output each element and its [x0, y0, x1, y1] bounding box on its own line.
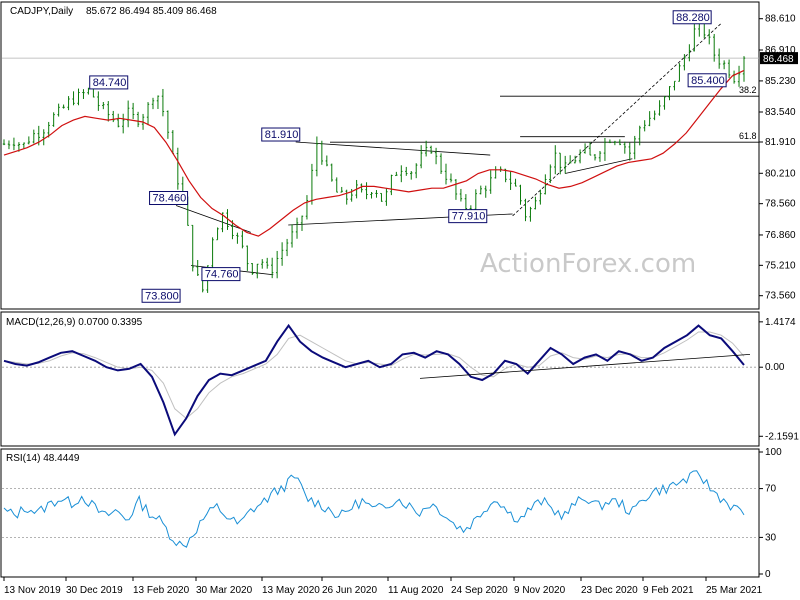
rsi-y-tick-label: 70	[765, 484, 777, 495]
annotation-box	[687, 73, 727, 88]
annotation-label: 78.460	[153, 193, 187, 205]
price-y-tick-label: 83.540	[765, 107, 796, 118]
price-title: CADJPY,Daily	[10, 6, 73, 17]
triangle-upper-line	[295, 141, 491, 156]
price-y-tick-label: 75.210	[765, 260, 796, 271]
price-panel-frame	[0, 1, 760, 310]
x-tick-label: 26 Jun 2020	[322, 585, 377, 596]
annotation-box	[261, 127, 301, 142]
x-tick-label: 13 Nov 2019	[4, 585, 61, 596]
macd-title: MACD(12,26,9) 0.0700 0.3395	[6, 317, 143, 328]
annotation-box	[89, 75, 129, 90]
fib-level-label: 38.2	[739, 85, 757, 95]
rising-dashed-line	[512, 22, 723, 217]
moving-average-line	[3, 69, 745, 237]
rsi-line	[3, 470, 745, 548]
trendline-upper-1	[175, 205, 251, 233]
price-y-tick-label: 80.210	[765, 168, 796, 179]
rsi-layer	[2, 470, 759, 548]
x-tick-label: 13 Feb 2020	[133, 585, 190, 596]
x-tick-label: 24 Sep 2020	[451, 585, 508, 596]
annotation-label: 81.910	[265, 129, 299, 141]
price-y-tick-label: 78.560	[765, 199, 796, 210]
macd-panel-frame	[0, 311, 760, 447]
last-price-marker	[760, 52, 798, 65]
watermark: ActionForex.com	[480, 249, 696, 279]
annotation-label: 88.280	[676, 12, 710, 24]
x-tick-label: 13 May 2020	[262, 585, 320, 596]
x-tick-label: 11 Aug 2020	[388, 585, 444, 596]
annotation-label: 84.740	[93, 77, 127, 89]
fib-level-label: 61.8	[739, 131, 757, 141]
annotation-box	[141, 288, 181, 303]
macd-y-tick-label: 0.00	[765, 362, 785, 373]
macd-layer	[2, 323, 759, 437]
axis-layer: 88.610 86.910 85.230 83.540 81.910 80.210 78.5…	[3, 14, 799, 596]
price-y-tick-label: 86.910	[765, 45, 796, 56]
x-tick-label: 9 Feb 2021	[643, 585, 694, 596]
x-tick-label: 30 Dec 2019	[66, 585, 123, 596]
annotation-box	[149, 191, 189, 206]
rsi-y-tick-label: 30	[765, 532, 777, 543]
macd-y-tick-label: 1.4174	[765, 317, 796, 328]
annotation-label: 85.400	[691, 75, 725, 87]
price-y-tick-label: 85.230	[765, 76, 796, 87]
annotation-label: 73.800	[145, 290, 179, 302]
channel-bottom-line	[564, 158, 633, 174]
price-y-tick-label: 73.560	[765, 291, 796, 302]
price-layer: 38.2 61.8 84.740 78.460 73.800 74.760 81.910 77…	[2, 10, 759, 303]
x-tick-label: 25 Mar 2021	[706, 585, 763, 596]
macd-line	[3, 323, 745, 437]
last-price-label: 86.468	[763, 54, 794, 65]
rsi-title: RSI(14) 48.4449	[6, 453, 80, 464]
x-tick-label: 9 Nov 2020	[514, 585, 566, 596]
rsi-y-tick-label: 0	[765, 569, 771, 580]
ohlc-readout: 85.672 86.494 85.409 86.468	[86, 6, 217, 17]
price-y-tick-label: 88.610	[765, 14, 796, 25]
annotation-label: 74.760	[205, 269, 239, 281]
annotation-label: 77.910	[452, 211, 486, 223]
price-y-tick-label: 81.910	[765, 137, 796, 148]
annotation-box	[448, 209, 488, 224]
rsi-y-tick-label: 100	[765, 447, 782, 458]
price-y-tick-label: 76.860	[765, 230, 796, 241]
x-tick-label: 30 Mar 2020	[196, 585, 253, 596]
macd-y-tick-label: -2.1591	[765, 431, 799, 442]
annotation-box	[201, 267, 241, 282]
annotation-box	[672, 10, 712, 25]
rsi-panel-frame	[0, 448, 760, 578]
x-tick-label: 23 Dec 2020	[581, 585, 638, 596]
macd-trendline	[419, 354, 751, 379]
